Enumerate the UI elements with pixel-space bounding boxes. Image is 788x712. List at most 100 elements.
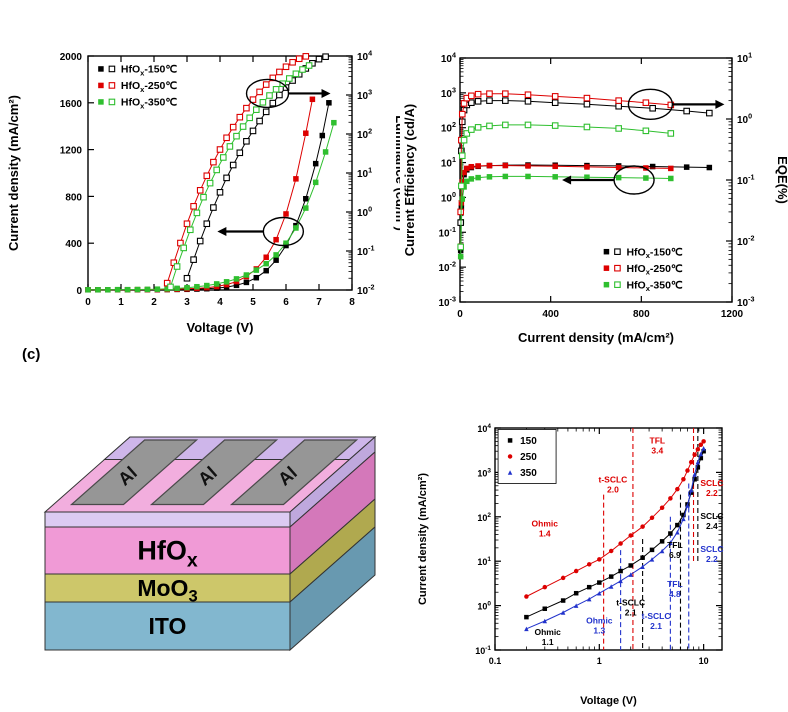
svg-text:100: 100	[357, 205, 372, 220]
svg-text:10-2: 10-2	[737, 234, 755, 249]
axis-indicator	[245, 78, 331, 109]
svg-text:1.1: 1.1	[542, 637, 554, 647]
svg-text:350: 350	[520, 468, 537, 479]
legend: HfOx-150℃ HfOx-250℃ HfOx-350℃	[98, 64, 177, 111]
x-axis-title: Current density (mA/cm²)	[518, 330, 674, 345]
svg-text:10-3: 10-3	[438, 295, 456, 310]
chart-b: 0 400 800 120010-310-210-110010110210310410…	[400, 0, 788, 350]
axis-indicator	[217, 216, 305, 247]
svg-text:400: 400	[542, 309, 559, 320]
svg-text:10: 10	[699, 656, 709, 666]
svg-text:SCLC: SCLC	[700, 544, 723, 554]
series-350	[524, 445, 706, 632]
svg-text:800: 800	[633, 309, 650, 320]
svg-text:10-1: 10-1	[357, 244, 375, 259]
svg-text:2.2: 2.2	[706, 554, 718, 564]
svg-text:10-3: 10-3	[737, 295, 755, 310]
svg-text:10-1: 10-1	[438, 225, 456, 240]
svg-text:100: 100	[441, 190, 456, 205]
axes: 0 1 2 3 4 5 6 7 8 0 400 800 1200 1600 2000 10-2 10-1 100 1…	[60, 49, 375, 309]
svg-text:8: 8	[349, 297, 355, 308]
chart-d: 0.1 1 10 10-1 100 101 102 103 104 Voltage (V) Curr…	[400, 350, 788, 712]
svg-text:5: 5	[250, 297, 256, 308]
svg-text:10-1: 10-1	[737, 173, 755, 188]
svg-text:HfOx-250℃: HfOx-250℃	[626, 263, 682, 277]
axes: 0.1 1 10 10-1 100 101 102 103 104	[475, 423, 708, 666]
svg-text:104: 104	[477, 423, 491, 434]
svg-text:1200: 1200	[721, 309, 744, 320]
svg-text:2.1: 2.1	[625, 608, 637, 618]
al-contact	[69, 439, 199, 506]
svg-text:101: 101	[441, 155, 456, 170]
svg-text:1: 1	[118, 297, 124, 308]
svg-text:103: 103	[477, 467, 491, 478]
axis-indicator	[627, 88, 725, 121]
svg-text:TFL: TFL	[650, 435, 666, 445]
svg-text:102: 102	[357, 127, 372, 142]
svg-text:1200: 1200	[60, 146, 83, 157]
svg-text:250: 250	[520, 452, 537, 463]
panel-label-c: (c)	[22, 346, 41, 363]
svg-text:1.4: 1.4	[539, 529, 551, 539]
svg-text:1: 1	[597, 656, 602, 666]
svg-text:HfOx-250℃: HfOx-250℃	[121, 80, 177, 94]
svg-text:100: 100	[737, 112, 752, 127]
svg-text:103: 103	[357, 88, 372, 103]
svg-text:0.1: 0.1	[489, 656, 502, 666]
series-250	[524, 439, 706, 599]
svg-text:Ohmic: Ohmic	[534, 627, 561, 637]
series-J-350	[85, 119, 337, 293]
svg-text:101: 101	[357, 166, 372, 181]
y-axis-title: Current density (mA/cm²)	[6, 95, 21, 251]
svg-text:1.3: 1.3	[593, 625, 605, 635]
panel-d-loglog-jv-chart: 0.1 1 10 10-1 100 101 102 103 104 Voltage (V) Curr…	[400, 350, 788, 712]
svg-text:101: 101	[737, 51, 752, 66]
svg-text:0: 0	[457, 309, 463, 320]
svg-text:SCLC: SCLC	[700, 511, 723, 521]
svg-text:2.4: 2.4	[706, 521, 718, 531]
svg-text:TFL: TFL	[667, 579, 683, 589]
al-contact	[229, 439, 359, 506]
svg-text:3: 3	[184, 297, 190, 308]
svg-text:t-SCLC: t-SCLC	[616, 598, 645, 608]
svg-text:10-1: 10-1	[475, 645, 491, 656]
svg-text:3.4: 3.4	[651, 445, 663, 455]
layer-label-ITO: ITO	[149, 613, 187, 639]
axes: 0 400 800 120010-310-210-110010110210310410…	[438, 51, 754, 321]
svg-text:HfOx-150℃: HfOx-150℃	[121, 64, 177, 78]
svg-text:104: 104	[441, 51, 456, 66]
svg-text:7: 7	[316, 297, 322, 308]
svg-text:t-SCLC: t-SCLC	[642, 611, 671, 621]
svg-text:10-2: 10-2	[357, 283, 375, 298]
svg-text:HfOx-350℃: HfOx-350℃	[626, 279, 682, 293]
svg-text:10-2: 10-2	[438, 260, 456, 275]
svg-text:100: 100	[477, 601, 491, 612]
svg-text:103: 103	[441, 85, 456, 100]
svg-text:HfOx-350℃: HfOx-350℃	[121, 97, 177, 111]
svg-text:1600: 1600	[60, 99, 83, 110]
chart-a: 0 1 2 3 4 5 6 7 8 0 400 800 1200 1600 2000 10-2 10-1 100 1…	[0, 0, 408, 340]
x-axis-title: Voltage (V)	[580, 695, 637, 707]
svg-text:6: 6	[283, 297, 289, 308]
svg-text:4: 4	[217, 297, 223, 308]
series-L-350	[167, 62, 313, 291]
al-contact	[149, 439, 279, 506]
legend: HfOx-150℃ HfOx-250℃ HfOx-350℃	[603, 246, 683, 293]
svg-text:2.2: 2.2	[706, 488, 718, 498]
panel-b-efficiency-eqe-chart: 0 400 800 120010-310-210-110010110210310410…	[400, 0, 788, 350]
svg-text:Ohmic: Ohmic	[532, 519, 559, 529]
svg-text:102: 102	[441, 120, 456, 135]
svg-text:800: 800	[65, 192, 82, 203]
y-axis-title: Current density (mA/cm²)	[417, 473, 429, 605]
svg-text:104: 104	[357, 49, 372, 64]
panel-a-jv-luminance-chart: 0 1 2 3 4 5 6 7 8 0 400 800 1200 1600 2000 10-2 10-1 100 1…	[0, 0, 408, 340]
annotations: Ohmic1.4t-SCLC2.0TFL3.4SCLC2.2SCLC2.4SCL…	[532, 435, 724, 646]
svg-text:Ohmic: Ohmic	[586, 615, 613, 625]
layer-label-MoO: MoO3	[137, 575, 197, 606]
series-L-250	[163, 53, 310, 287]
svg-text:4.8: 4.8	[669, 589, 681, 599]
layer-label-HfO: HfOx	[137, 536, 198, 572]
